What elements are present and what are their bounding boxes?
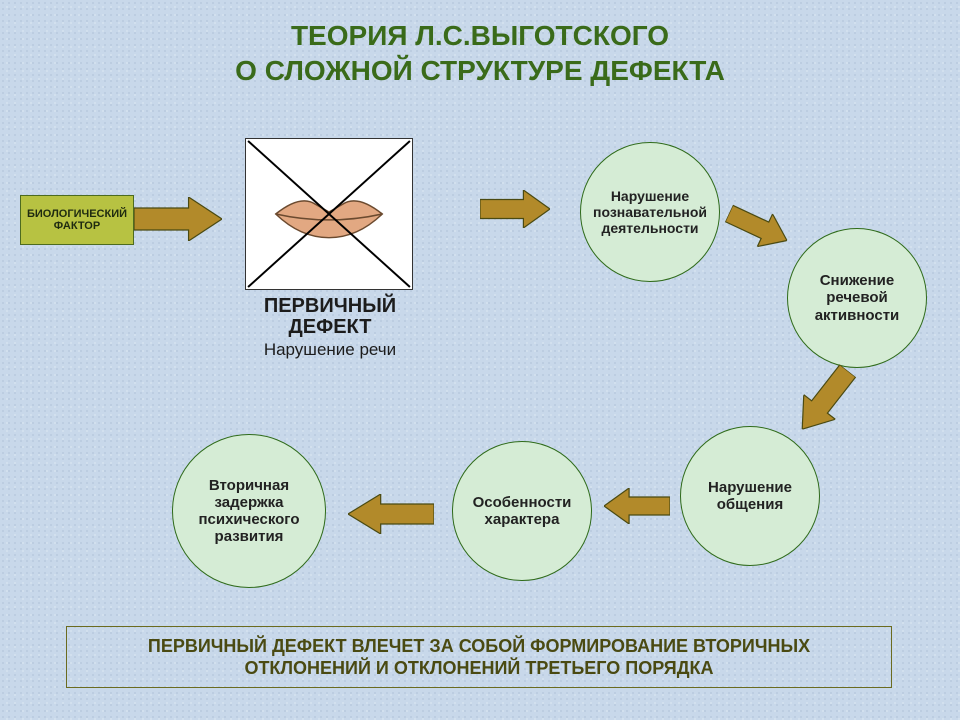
factor-box: БИОЛОГИЧЕСКИЙ ФАКТОР: [20, 195, 134, 245]
diagram-canvas: ТЕОРИЯ Л.С.ВЫГОТСКОГО О СЛОЖНОЙ СТРУКТУР…: [0, 0, 960, 720]
circle-character: Особенности характера: [452, 441, 592, 581]
primary-label-1: ПЕРВИЧНЫЙ: [230, 296, 430, 317]
title-line1: ТЕОРИЯ Л.С.ВЫГОТСКОГО: [291, 20, 669, 51]
arrow-2: [721, 197, 794, 257]
circle-speech-activity: Снижение речевой активности: [787, 228, 927, 368]
arrow-1: [480, 190, 550, 228]
circle-cognitive: Нарушение познавательной деятельности: [580, 142, 720, 282]
arrow-4: [604, 488, 670, 524]
diagram-title: ТЕОРИЯ Л.С.ВЫГОТСКОГО О СЛОЖНОЙ СТРУКТУР…: [0, 18, 960, 88]
primary-defect-image: [245, 138, 413, 290]
title-line2: О СЛОЖНОЙ СТРУКТУРЕ ДЕФЕКТА: [235, 55, 725, 86]
primary-defect-label: ПЕРВИЧНЫЙ ДЕФЕКТ Нарушение речи: [230, 296, 430, 360]
factor-text: БИОЛОГИЧЕСКИЙ ФАКТОР: [27, 208, 127, 232]
lips-crossed-icon: [246, 139, 412, 289]
arrow-5: [348, 494, 434, 534]
footer-text: ПЕРВИЧНЫЙ ДЕФЕКТ ВЛЕЧЕТ ЗА СОБОЙ ФОРМИРО…: [148, 635, 810, 680]
arrow-3: [786, 359, 863, 442]
arrow-0: [134, 197, 222, 241]
circle-communication: Нарушение общения: [680, 426, 820, 566]
primary-sub: Нарушение речи: [230, 340, 430, 360]
primary-label-2: ДЕФЕКТ: [230, 317, 430, 338]
circle-secondary-delay: Вторичная задержка психического развития: [172, 434, 326, 588]
footer-statement: ПЕРВИЧНЫЙ ДЕФЕКТ ВЛЕЧЕТ ЗА СОБОЙ ФОРМИРО…: [66, 626, 892, 688]
